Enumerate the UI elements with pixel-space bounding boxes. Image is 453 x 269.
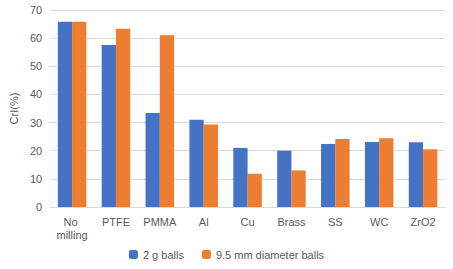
svg-text:60: 60 bbox=[30, 32, 42, 44]
svg-text:Al: Al bbox=[199, 216, 209, 228]
svg-text:Cu: Cu bbox=[241, 216, 255, 228]
svg-text:20: 20 bbox=[30, 145, 42, 157]
svg-text:ZrO2: ZrO2 bbox=[411, 216, 436, 228]
svg-text:40: 40 bbox=[30, 88, 42, 100]
svg-text:WC: WC bbox=[370, 216, 388, 228]
svg-text:70: 70 bbox=[30, 4, 42, 16]
svg-text:No: No bbox=[64, 216, 81, 228]
svg-text:milling: milling bbox=[56, 229, 87, 241]
svg-text:CrI(%): CrI(%) bbox=[8, 93, 20, 125]
svg-text:PTFE: PTFE bbox=[102, 216, 130, 228]
svg-text:2 g balls: 2 g balls bbox=[143, 249, 184, 261]
svg-text:10: 10 bbox=[30, 173, 42, 185]
svg-text:SS: SS bbox=[328, 216, 343, 228]
svg-text:50: 50 bbox=[30, 60, 42, 72]
svg-text:PMMA: PMMA bbox=[143, 216, 177, 228]
svg-text:Brass: Brass bbox=[277, 216, 306, 228]
svg-text:9.5 mm diameter balls: 9.5 mm diameter balls bbox=[216, 249, 325, 261]
svg-text:30: 30 bbox=[30, 117, 42, 129]
svg-text:0: 0 bbox=[36, 201, 42, 213]
